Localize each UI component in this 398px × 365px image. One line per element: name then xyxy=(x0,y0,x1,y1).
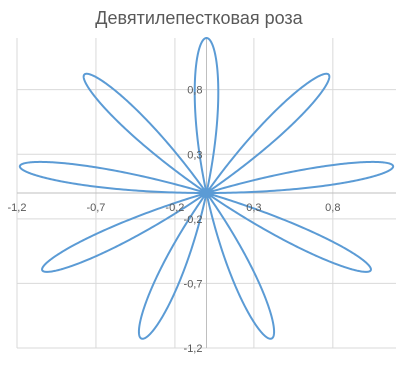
x-tick-label: -0,7 xyxy=(86,202,105,214)
chart-title: Девятилепестковая роза xyxy=(95,8,303,28)
y-tick-label: 0,8 xyxy=(187,85,202,97)
x-tick-label: 0,8 xyxy=(325,202,340,214)
y-tick-label: -0,2 xyxy=(184,214,203,226)
x-tick-label: -0,2 xyxy=(165,202,184,214)
y-tick-label: 0,3 xyxy=(187,149,202,161)
x-tick-label: -1,2 xyxy=(8,202,27,214)
rose-curve-series xyxy=(18,37,395,340)
y-tick-label: -0,7 xyxy=(184,278,203,290)
x-tick-label: 0,3 xyxy=(246,202,261,214)
y-tick-label: -1,2 xyxy=(184,343,203,355)
